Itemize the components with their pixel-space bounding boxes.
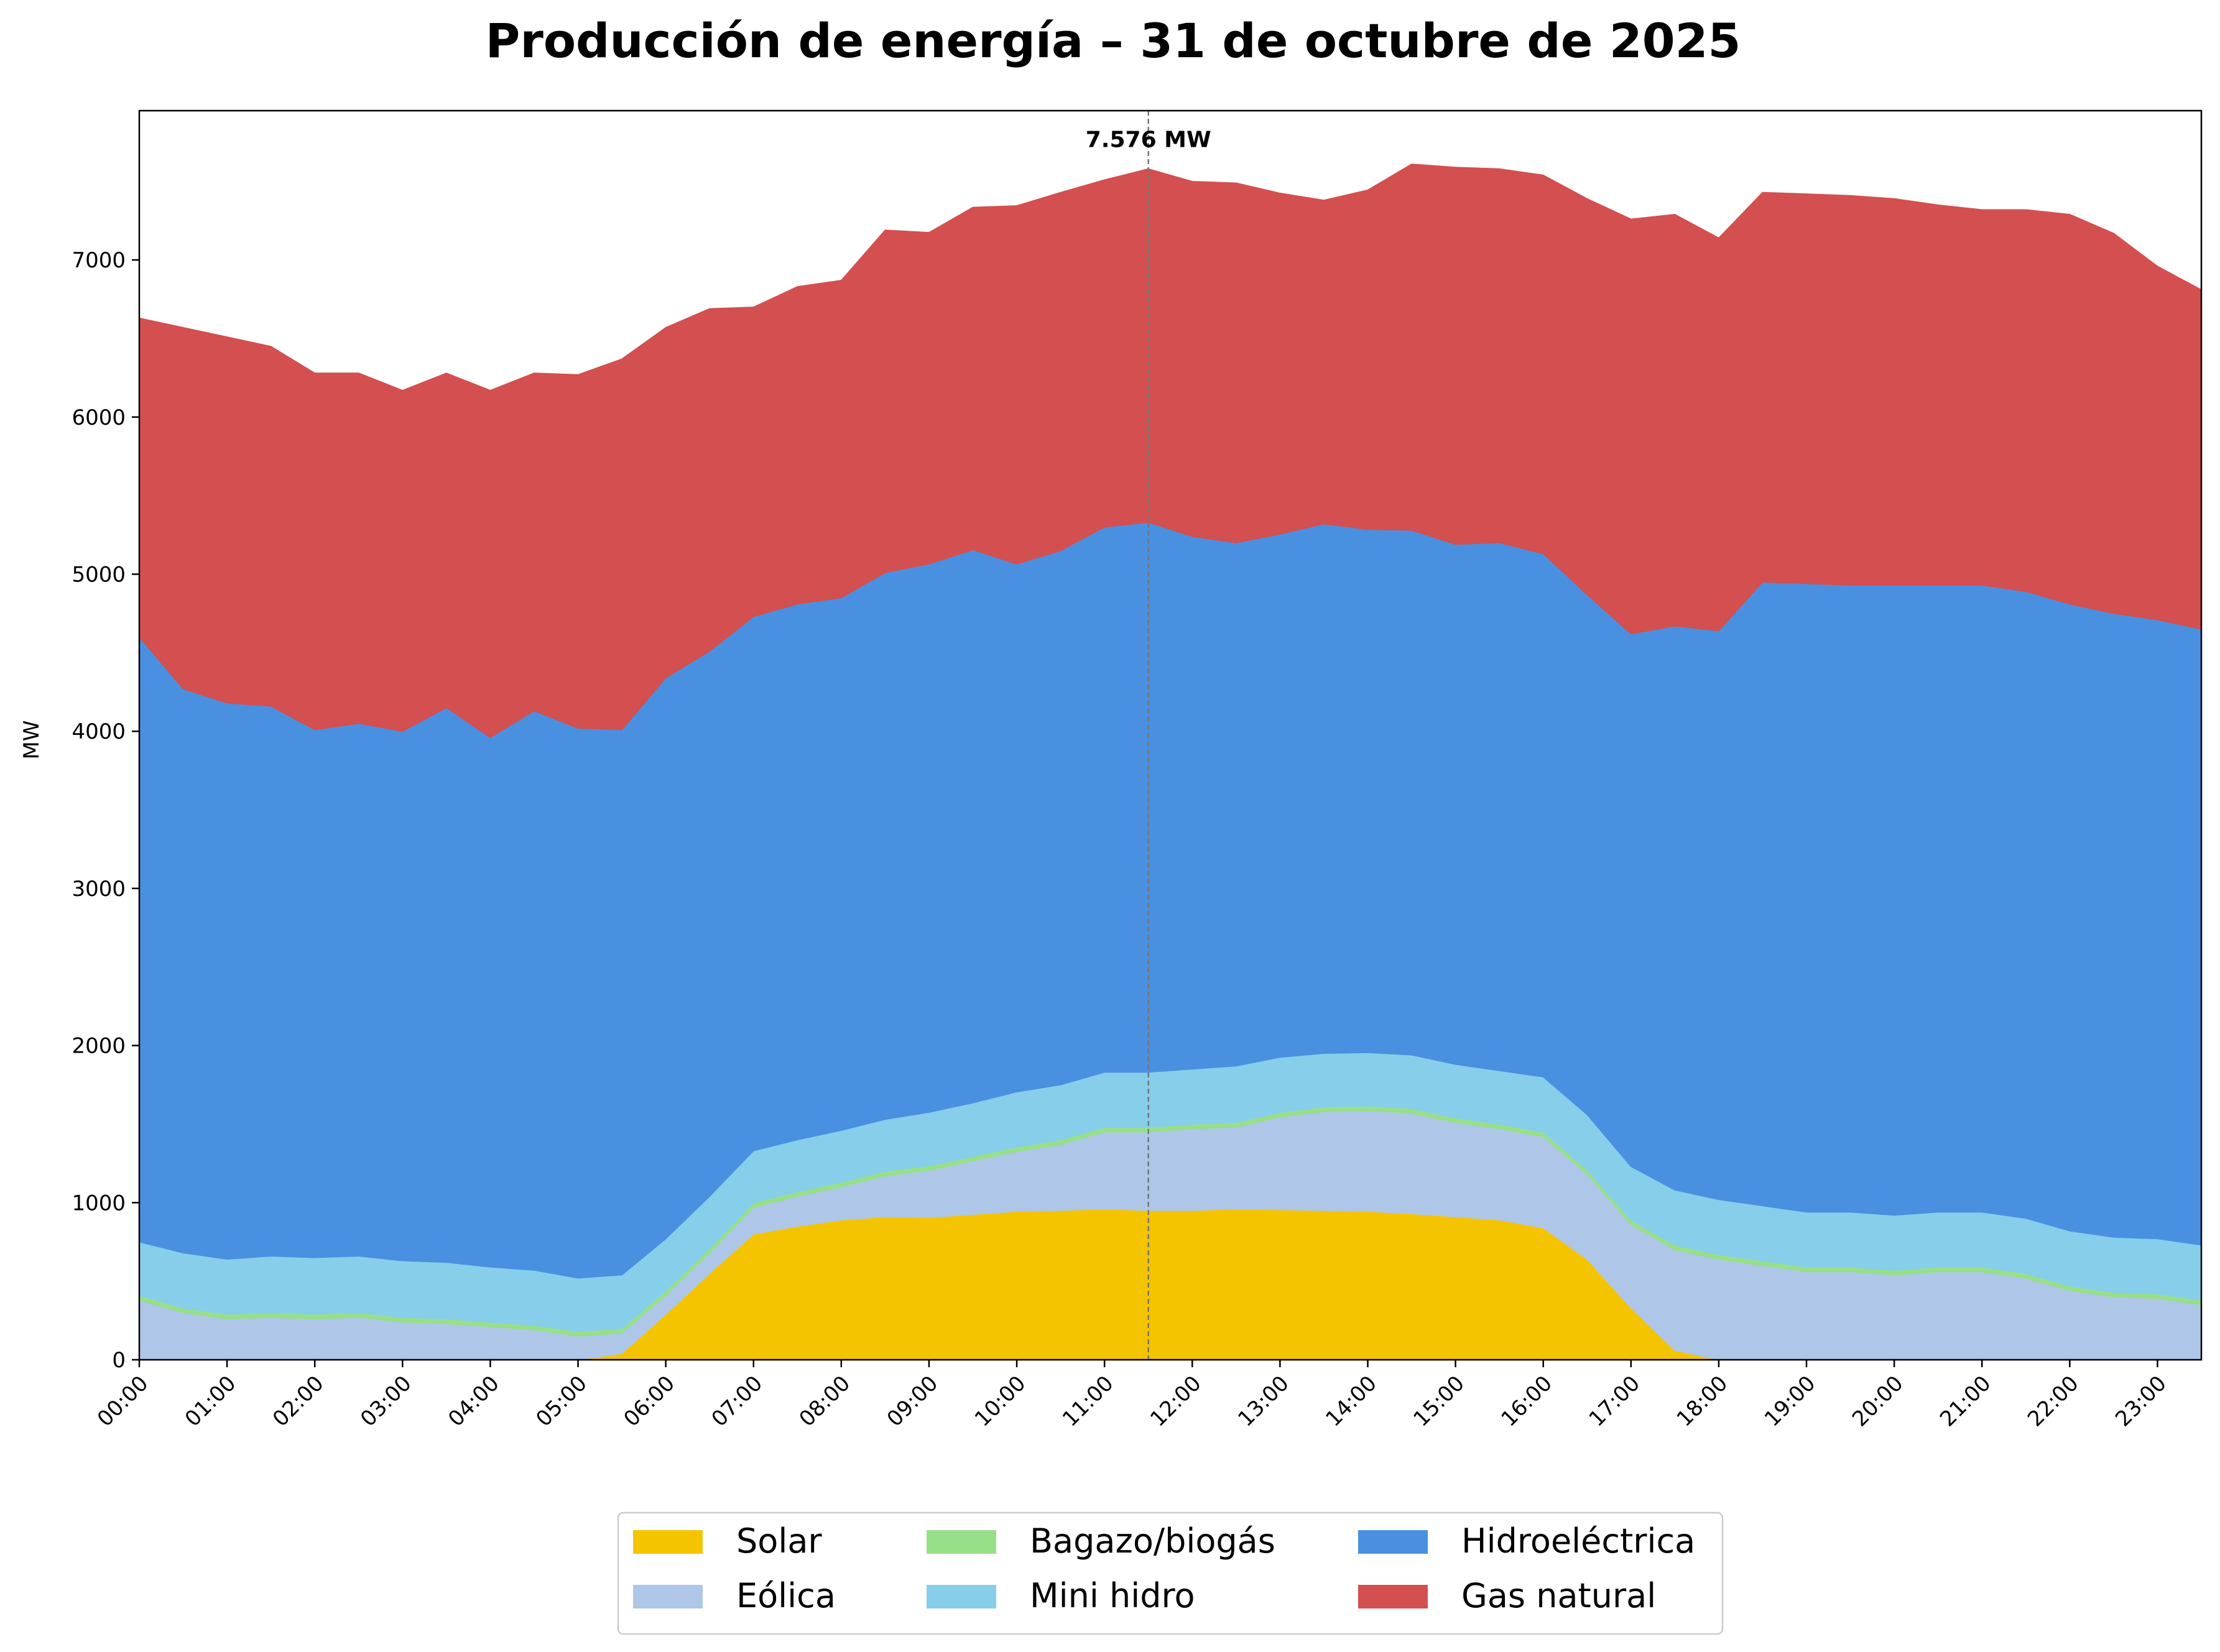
y-tick-label: 4000 — [72, 719, 126, 744]
y-tick-label: 6000 — [72, 405, 126, 430]
legend-label-eolica: Eólica — [736, 1576, 836, 1615]
plot-frame — [138, 109, 2203, 1361]
legend-swatch-hidroelectrica — [1358, 1530, 1428, 1554]
chart-title: Producción de energía – 31 de octubre de… — [486, 13, 1741, 68]
areas-layer — [139, 164, 2202, 1360]
legend-swatch-gas-natural — [1358, 1585, 1428, 1608]
peak-annotation: 7.576 MW — [1086, 111, 1211, 1360]
y-tick-label: 5000 — [72, 562, 126, 587]
legend-label-solar: Solar — [736, 1521, 822, 1561]
legend-label-mini-hidro: Mini hidro — [1030, 1576, 1195, 1615]
y-tick-label: 7000 — [72, 248, 126, 273]
legend-swatch-eolica — [633, 1585, 703, 1608]
legend-swatch-mini-hidro — [927, 1585, 996, 1608]
peak-label: 7.576 MW — [1086, 127, 1211, 153]
y-axis-label: MW — [19, 721, 44, 760]
legend-label-bagazo-biogas: Bagazo/biogás — [1030, 1521, 1275, 1561]
legend-swatch-solar — [633, 1530, 703, 1554]
legend: Solar Eólica Bagazo/biogás Mini hidro Hidroe… — [617, 1511, 1724, 1635]
legend-label-hidroelectrica: Hidroeléctrica — [1461, 1521, 1695, 1561]
legend-swatch-bagazo-biogas — [927, 1530, 996, 1554]
legend-frame — [617, 1511, 1724, 1635]
y-axis: 0 1000 2000 3000 4000 5000 6000 7000 — [72, 248, 139, 1373]
y-tick-label: 1000 — [72, 1191, 126, 1216]
y-tick-label: 3000 — [72, 877, 126, 902]
y-tick-label: 2000 — [72, 1034, 126, 1059]
legend-label-gas-natural: Gas natural — [1461, 1576, 1656, 1615]
y-tick-label: 0 — [112, 1348, 126, 1373]
